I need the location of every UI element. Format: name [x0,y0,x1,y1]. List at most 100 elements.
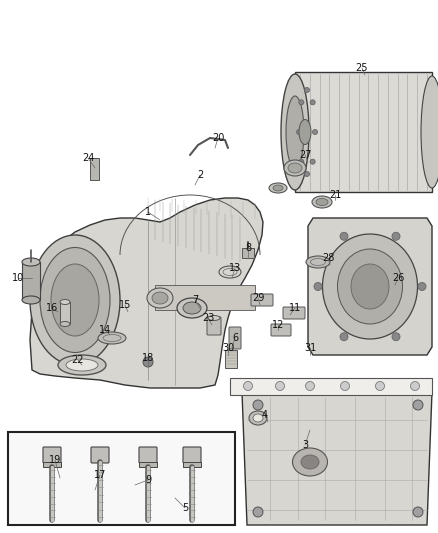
Text: 24: 24 [82,153,94,163]
Circle shape [413,507,423,517]
Text: 5: 5 [182,503,188,513]
Bar [225,350,237,368]
Bar [90,158,99,180]
Polygon shape [308,218,432,355]
Circle shape [276,382,285,391]
Text: 3: 3 [302,440,308,450]
Ellipse shape [30,235,120,365]
Circle shape [340,232,348,240]
Text: 12: 12 [272,320,284,330]
Text: 11: 11 [289,303,301,313]
Ellipse shape [299,119,311,144]
Ellipse shape [421,76,438,188]
Circle shape [314,282,322,290]
Ellipse shape [58,355,106,375]
Text: 2: 2 [197,170,203,180]
Circle shape [418,282,426,290]
Ellipse shape [147,288,173,308]
Text: 28: 28 [322,253,334,263]
Text: 25: 25 [356,63,368,73]
Circle shape [375,382,385,391]
Ellipse shape [40,247,110,352]
Ellipse shape [66,359,98,371]
Ellipse shape [152,292,168,304]
Text: 4: 4 [262,410,268,420]
Circle shape [253,507,263,517]
Text: 16: 16 [46,303,58,313]
Circle shape [304,172,310,176]
Text: 6: 6 [232,333,238,343]
Polygon shape [242,392,432,525]
FancyBboxPatch shape [91,447,109,463]
Ellipse shape [293,448,328,476]
Ellipse shape [281,74,309,190]
Circle shape [392,333,400,341]
Text: 15: 15 [119,300,131,310]
FancyBboxPatch shape [183,447,201,463]
Ellipse shape [208,316,220,320]
Ellipse shape [60,321,70,327]
Ellipse shape [269,183,287,193]
Ellipse shape [286,96,304,168]
Ellipse shape [177,298,207,318]
Text: 7: 7 [192,295,198,305]
Circle shape [244,382,252,391]
Text: 19: 19 [49,455,61,465]
Text: 22: 22 [72,355,84,365]
Circle shape [310,159,315,164]
Ellipse shape [98,332,126,344]
Circle shape [410,382,420,391]
Circle shape [143,357,153,367]
Text: 31: 31 [304,343,316,353]
Bar [43,462,61,467]
Text: 20: 20 [212,133,224,143]
Text: 27: 27 [299,150,311,160]
Text: 26: 26 [392,273,404,283]
FancyBboxPatch shape [207,317,221,335]
Circle shape [340,382,350,391]
Text: 9: 9 [145,475,151,485]
Text: 1: 1 [145,207,151,217]
Circle shape [253,400,263,410]
Ellipse shape [316,198,328,206]
Circle shape [340,333,348,341]
Circle shape [297,130,301,134]
Ellipse shape [22,258,40,266]
Text: 18: 18 [142,353,154,363]
Polygon shape [155,285,255,310]
Ellipse shape [338,249,403,324]
Text: 21: 21 [329,190,341,200]
Ellipse shape [351,264,389,309]
Bar [8,432,235,525]
Text: 10: 10 [12,273,24,283]
Ellipse shape [183,302,201,314]
Bar [22,262,40,300]
FancyBboxPatch shape [139,447,157,463]
Text: 17: 17 [94,470,106,480]
Text: 30: 30 [222,343,234,353]
Bar [139,462,157,467]
FancyBboxPatch shape [251,294,273,306]
Text: 14: 14 [99,325,111,335]
Ellipse shape [22,296,40,304]
Circle shape [299,100,304,105]
FancyBboxPatch shape [43,447,61,463]
FancyBboxPatch shape [283,307,305,319]
Ellipse shape [306,256,330,268]
Ellipse shape [51,264,99,336]
FancyBboxPatch shape [229,327,241,349]
Ellipse shape [312,196,332,208]
Bar [295,72,432,192]
FancyBboxPatch shape [271,324,291,336]
Ellipse shape [60,300,70,304]
Ellipse shape [253,414,263,422]
Text: 29: 29 [252,293,264,303]
Circle shape [304,87,310,93]
Ellipse shape [322,234,417,339]
Bar [60,302,70,324]
Bar [183,462,201,467]
Ellipse shape [273,185,283,191]
Circle shape [312,130,318,134]
Ellipse shape [288,163,302,173]
Circle shape [413,400,423,410]
